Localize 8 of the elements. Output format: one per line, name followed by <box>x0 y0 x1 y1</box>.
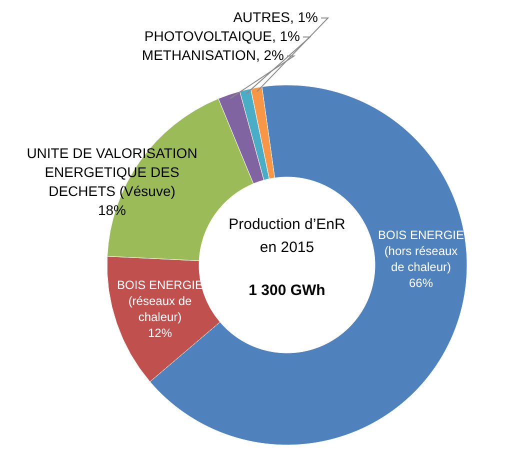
text: 1 300 GWh <box>248 282 326 299</box>
text: Production d’EnR en 2015 <box>228 216 346 256</box>
slice-label: PHOTOVOLTAIQUE, 1% <box>144 28 300 44</box>
slice-label: BOIS ENERGIE (hors réseaux de chaleur) <box>378 228 464 274</box>
data-label: 12% <box>148 326 172 340</box>
slice-label: AUTRES, 1% <box>233 9 318 25</box>
slice-label: METHANISATION, 2% <box>142 47 284 63</box>
data-label: 66% <box>408 276 434 290</box>
